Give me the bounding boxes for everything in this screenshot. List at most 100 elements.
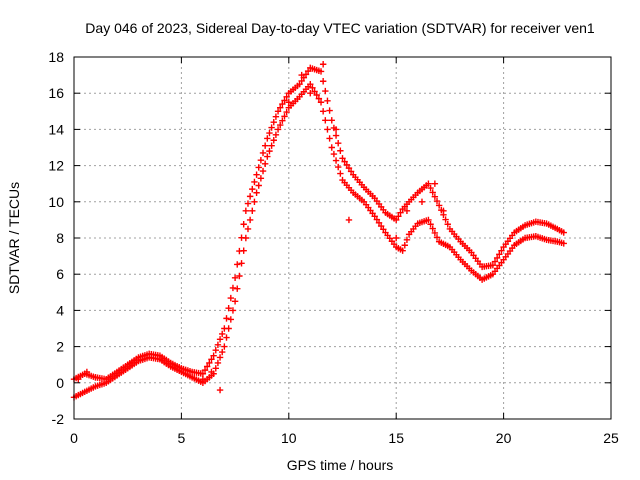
data-point [425, 216, 432, 224]
data-point [231, 298, 239, 305]
data-point [332, 126, 340, 133]
data-point [274, 108, 282, 115]
data-point-interp [277, 104, 284, 111]
data-point-interp [319, 108, 327, 115]
data-point-interp [259, 149, 267, 157]
data-point-interp [324, 126, 331, 133]
data-point-interp [377, 222, 385, 230]
data-point-interp [203, 363, 211, 370]
x-tick-label: 25 [603, 430, 619, 446]
data-point [319, 61, 327, 68]
data-point-interp [277, 121, 284, 129]
data-point-interp [375, 219, 383, 226]
data-point-interp [496, 251, 503, 258]
data-point-interp [236, 247, 243, 255]
data-point [83, 368, 91, 376]
data-point-interp [268, 124, 275, 131]
data-point-interp [433, 234, 441, 241]
data-point-interp [493, 254, 501, 262]
data-point-interp [298, 77, 305, 85]
data-point [199, 375, 207, 383]
data-point-interp [498, 247, 505, 254]
data-point [371, 213, 378, 220]
data-point-interp [347, 168, 355, 175]
x-tick-label: 15 [388, 430, 404, 446]
data-point-interp [431, 229, 439, 237]
data-point [75, 375, 82, 383]
data-point-interp [332, 157, 340, 164]
data-point-interp [212, 365, 219, 372]
data-point [489, 261, 497, 269]
data-point [425, 180, 432, 187]
data-point-interp [311, 88, 318, 95]
data-point-interp [429, 225, 436, 232]
data-point [393, 216, 400, 224]
data-point [285, 99, 292, 106]
data-point [307, 90, 314, 97]
data-point-interp [223, 315, 230, 322]
data-point-interp [337, 147, 344, 154]
grid [74, 57, 611, 419]
data-point [560, 240, 567, 247]
data-point [317, 99, 325, 106]
data-point-interp [246, 193, 254, 200]
x-tick-label: 0 [70, 430, 78, 446]
data-point-interp [373, 216, 381, 223]
x-tick-label: 20 [496, 430, 512, 446]
data-point [221, 325, 228, 332]
data-point-interp [206, 359, 213, 367]
data-point [328, 117, 335, 124]
data-point [199, 370, 207, 377]
data-point [242, 207, 250, 215]
data-point [253, 189, 260, 196]
data-point-interp [227, 294, 235, 302]
data-point-interp [255, 164, 262, 171]
data-point-interp [268, 142, 275, 149]
data-point [298, 71, 305, 79]
data-point-interp [223, 334, 230, 341]
data-point-interp [337, 170, 344, 177]
data-point-interp [341, 158, 348, 165]
data-point-interp [343, 161, 350, 169]
data-point [216, 386, 224, 394]
data-point-interp [324, 97, 331, 105]
data-point-interp [261, 160, 269, 167]
data-point [345, 216, 353, 224]
data-point [317, 68, 325, 75]
data-point-interp [304, 67, 312, 75]
data-point-interp [335, 139, 342, 147]
data-point [274, 126, 282, 133]
data-point-interp [442, 216, 449, 223]
data-point-interp [395, 213, 402, 220]
data-point-interp [427, 221, 434, 228]
data-point-interp [238, 260, 245, 267]
data-point-interp [281, 113, 288, 120]
data-point-interp [332, 132, 340, 139]
y-tick-label: 8 [56, 230, 64, 246]
data-point-interp [240, 221, 247, 228]
data-point-interp [214, 341, 222, 348]
data-point-interp [257, 175, 265, 182]
x-tick-label: 5 [178, 430, 186, 446]
data-point-interp [219, 348, 226, 356]
data-point-interp [431, 193, 439, 200]
data-point-interp [279, 100, 286, 108]
data-point-interp [266, 147, 273, 155]
data-point-interp [403, 236, 411, 244]
data-point-interp [302, 71, 310, 78]
data-point-interp [214, 359, 222, 367]
data-point [328, 144, 335, 151]
data-point [399, 247, 406, 254]
tick-labels: 0 5 10 15 20 25 -2 0 2 4 6 8 10 12 14 16 18 [48, 49, 619, 446]
data-point [431, 180, 439, 187]
data-point [253, 171, 260, 178]
data-point-interp [244, 200, 252, 207]
data-point-interp [201, 366, 209, 374]
data-point [264, 135, 271, 142]
data-point-interp [279, 117, 286, 124]
data-point-interp [345, 164, 353, 172]
y-tick-label: 16 [48, 85, 64, 101]
data-point-interp [444, 221, 451, 228]
data-point-interp [283, 108, 290, 116]
data-point-interp [229, 284, 237, 292]
